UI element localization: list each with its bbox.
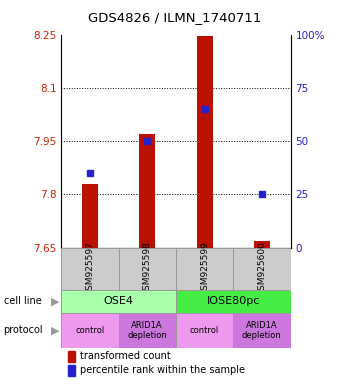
Text: control: control [75,326,105,335]
Text: cell line: cell line [4,296,41,306]
Bar [139,134,155,248]
Text: GSM925598: GSM925598 [143,242,152,296]
Bar [61,248,119,290]
Text: IOSE80pc: IOSE80pc [206,296,260,306]
Text: ARID1A
depletion: ARID1A depletion [242,321,282,340]
Text: GSM925600: GSM925600 [257,242,266,296]
Text: percentile rank within the sample: percentile rank within the sample [80,365,245,375]
Bar [61,313,119,348]
Text: transformed count: transformed count [80,351,170,361]
Text: GSM925597: GSM925597 [85,242,94,296]
Bar [176,248,233,290]
Text: GDS4826 / ILMN_1740711: GDS4826 / ILMN_1740711 [88,11,262,24]
Bar [196,36,212,248]
Text: protocol: protocol [4,325,43,335]
Bar [119,248,176,290]
Bar [254,241,270,248]
Text: OSE4: OSE4 [104,296,134,306]
Bar [176,290,290,313]
Text: ▶: ▶ [51,296,60,306]
Bar [82,184,98,248]
Text: GSM925599: GSM925599 [200,242,209,296]
Bar [233,313,290,348]
Bar [119,313,176,348]
Text: ▶: ▶ [51,325,60,335]
Text: control: control [190,326,219,335]
Bar [176,313,233,348]
Bar [233,248,290,290]
Text: ARID1A
depletion: ARID1A depletion [127,321,167,340]
Bar [61,290,176,313]
